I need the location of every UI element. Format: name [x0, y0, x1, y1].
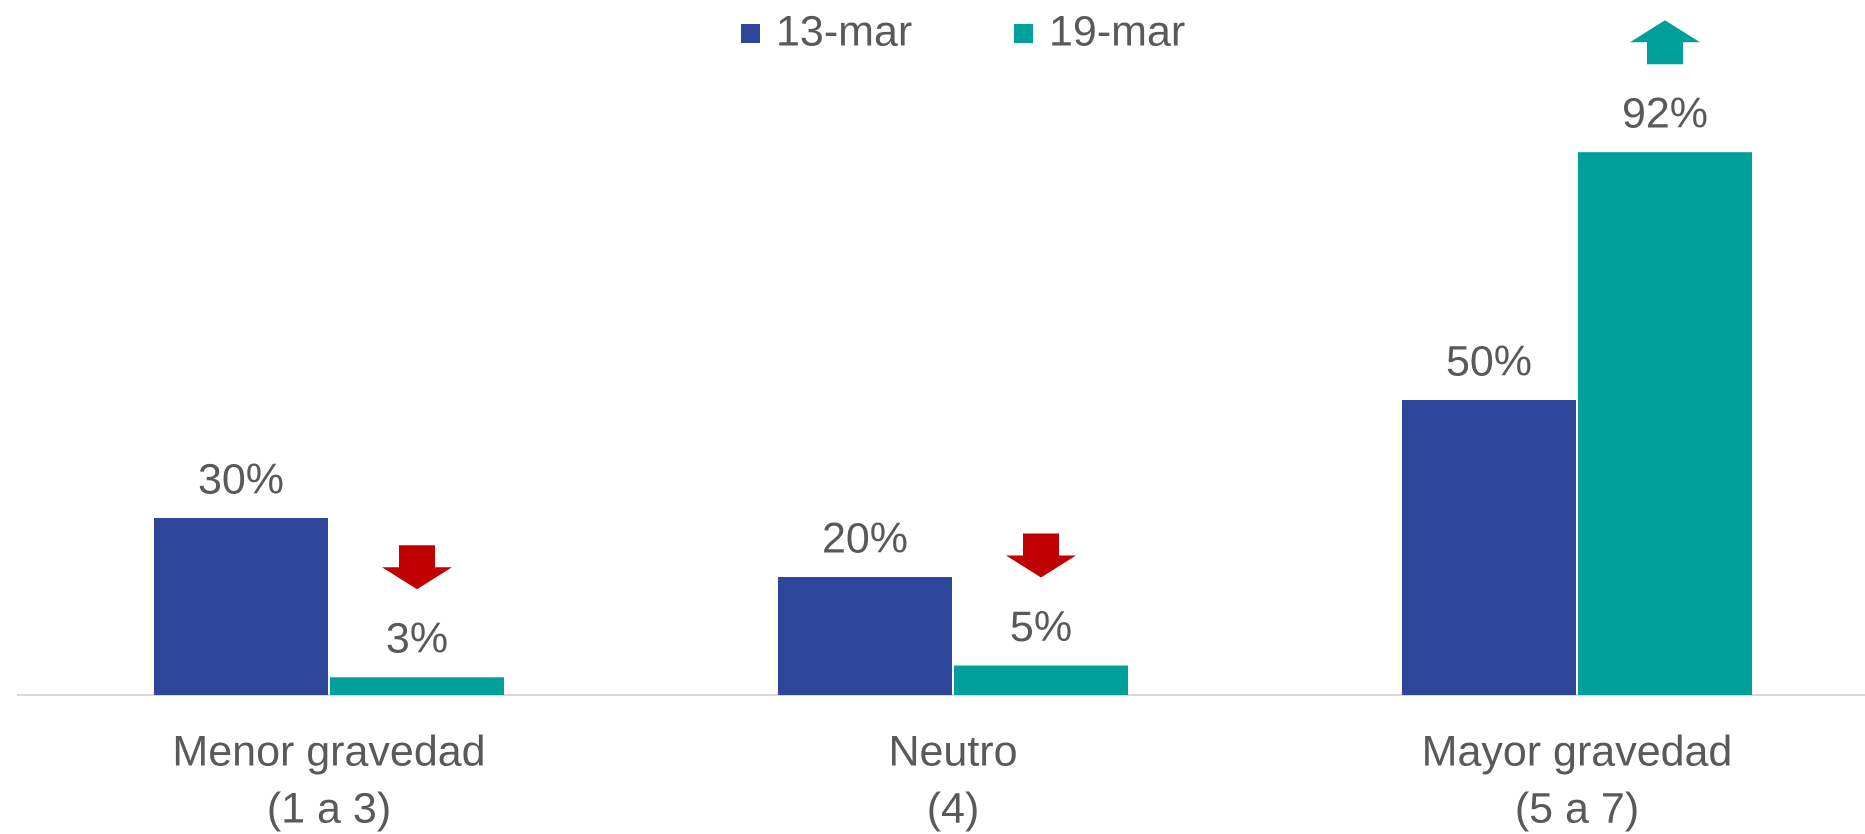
legend-label: 13-mar — [776, 7, 912, 55]
data-label: 50% — [1446, 337, 1532, 385]
x-tick-label: Mayor gravedad — [1422, 727, 1733, 775]
legend-swatch — [741, 24, 760, 43]
data-label: 30% — [198, 455, 284, 503]
bar — [1402, 400, 1576, 695]
x-tick-label: (4) — [927, 784, 980, 832]
legend-swatch — [1014, 24, 1033, 43]
data-label: 3% — [386, 615, 448, 663]
x-tick-label: (1 a 3) — [267, 784, 391, 832]
change-arrow — [1630, 20, 1700, 65]
bar — [778, 577, 952, 695]
change-arrow — [1006, 533, 1076, 578]
x-tick-label: Neutro — [888, 727, 1017, 775]
x-tick-label: Menor gravedad — [172, 727, 485, 775]
data-label: 20% — [822, 514, 908, 562]
bar — [154, 518, 328, 695]
bar — [330, 677, 504, 695]
x-tick-label: (5 a 7) — [1515, 784, 1639, 832]
legend-label: 19-mar — [1049, 7, 1185, 55]
change-arrow — [382, 545, 452, 590]
bar — [1578, 152, 1752, 695]
data-label: 5% — [1010, 603, 1072, 651]
data-label: 92% — [1622, 90, 1708, 138]
bar — [954, 665, 1128, 695]
